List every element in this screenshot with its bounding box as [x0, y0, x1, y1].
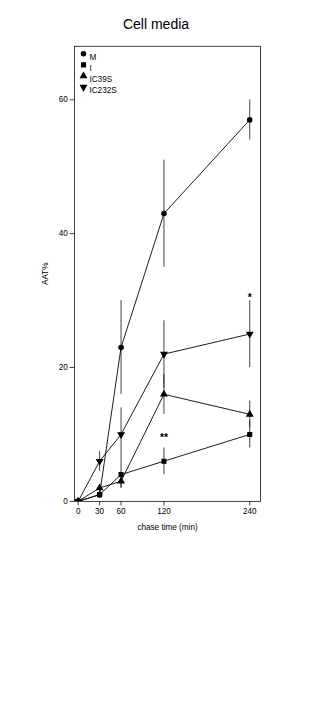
svg-text:40: 40: [59, 229, 69, 238]
svg-text:30: 30: [95, 507, 105, 516]
svg-text:M: M: [89, 53, 96, 62]
svg-text:120: 120: [157, 507, 171, 516]
svg-text:chase time (min): chase time (min): [137, 523, 198, 532]
svg-text:I: I: [89, 64, 91, 73]
svg-text:0: 0: [63, 497, 68, 506]
svg-text:20: 20: [59, 363, 69, 372]
svg-text:IC232S: IC232S: [89, 86, 117, 95]
svg-text:60: 60: [59, 95, 69, 104]
svg-text:**: **: [160, 432, 169, 443]
svg-text:0: 0: [76, 507, 81, 516]
svg-text:AAT%: AAT%: [41, 263, 50, 286]
svg-text:240: 240: [243, 507, 257, 516]
svg-text:*: *: [248, 292, 253, 303]
svg-text:60: 60: [117, 507, 127, 516]
html-text:Cell media: Cell media: [122, 16, 190, 32]
svg-text:IC39S: IC39S: [89, 75, 112, 84]
